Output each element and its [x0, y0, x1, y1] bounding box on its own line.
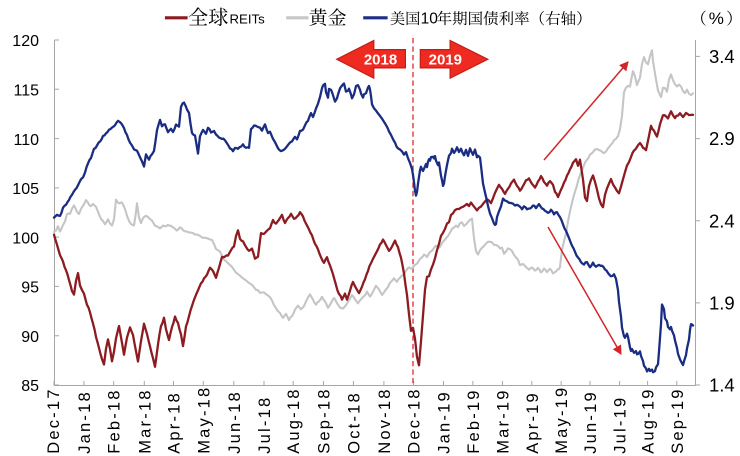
- svg-text:Mar-19: Mar-19: [494, 388, 512, 453]
- svg-text:May-19: May-19: [553, 386, 571, 454]
- svg-text:100: 100: [12, 230, 39, 247]
- svg-text:3.4: 3.4: [709, 46, 735, 67]
- svg-text:2018: 2018: [364, 52, 397, 69]
- svg-text:90: 90: [21, 329, 39, 346]
- svg-text:Feb-18: Feb-18: [106, 388, 124, 453]
- svg-text:REITs: REITs: [230, 12, 266, 27]
- svg-text:85: 85: [21, 378, 39, 395]
- svg-text:Jul-19: Jul-19: [612, 396, 630, 454]
- svg-text:95: 95: [21, 280, 39, 297]
- svg-text:Aug-19: Aug-19: [640, 387, 658, 453]
- svg-text:Oct-18: Oct-18: [345, 391, 363, 454]
- svg-text:10: 10: [421, 11, 439, 28]
- svg-text:115: 115: [13, 83, 39, 100]
- svg-text:May-18: May-18: [195, 386, 213, 454]
- svg-text:Jul-18: Jul-18: [256, 396, 274, 454]
- svg-text:2.9: 2.9: [709, 128, 735, 149]
- svg-text:105: 105: [12, 181, 39, 198]
- svg-text:%: %: [709, 9, 724, 28]
- svg-text:Apr-18: Apr-18: [166, 391, 184, 454]
- svg-text:Mar-18: Mar-18: [136, 388, 154, 453]
- svg-text:Aug-18: Aug-18: [285, 387, 303, 453]
- svg-text:110: 110: [13, 132, 39, 149]
- svg-text:1.4: 1.4: [709, 375, 735, 396]
- svg-text:Jan-18: Jan-18: [76, 390, 94, 454]
- svg-text:2019: 2019: [429, 52, 462, 69]
- svg-text:Dec-17: Dec-17: [45, 387, 63, 453]
- svg-text:Dec-18: Dec-18: [406, 387, 424, 453]
- svg-text:Feb-19: Feb-19: [465, 388, 483, 453]
- svg-text:1.9: 1.9: [709, 293, 735, 314]
- svg-text:Sep-18: Sep-18: [315, 387, 333, 453]
- svg-text:2.4: 2.4: [709, 210, 735, 231]
- svg-text:Jan-19: Jan-19: [436, 390, 454, 454]
- svg-text:Apr-19: Apr-19: [524, 391, 542, 454]
- svg-text:Jun-18: Jun-18: [226, 390, 244, 454]
- svg-text:Jun-19: Jun-19: [582, 390, 600, 454]
- svg-text:120: 120: [12, 33, 39, 50]
- svg-text:Sep-19: Sep-19: [669, 387, 687, 453]
- svg-text:Nov-18: Nov-18: [376, 387, 394, 453]
